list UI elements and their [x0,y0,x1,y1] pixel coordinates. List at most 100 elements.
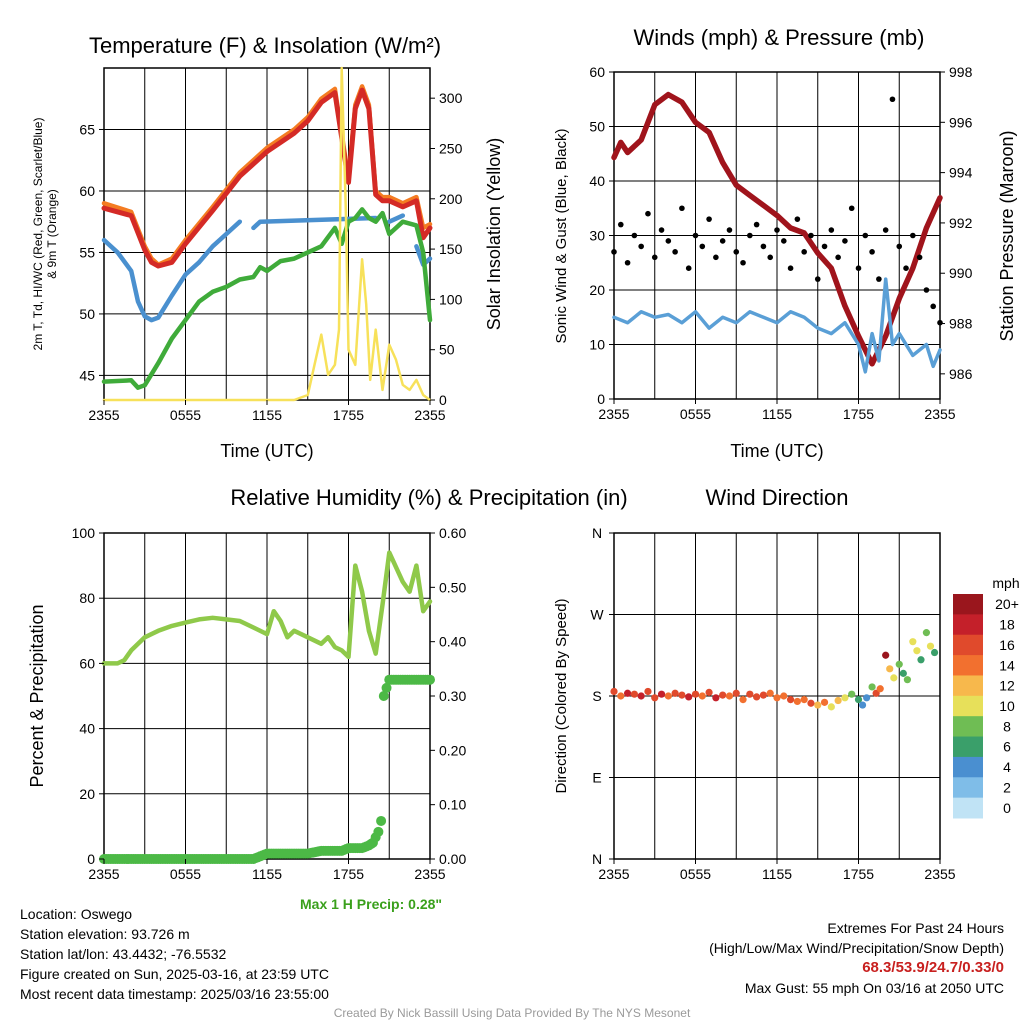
temp-panel-ytick-label: 60 [79,183,95,199]
temp-panel-xtick-label: 0555 [170,407,201,423]
legend-label: 20+ [995,596,1019,612]
legend-swatch [953,634,983,656]
dir-panel-xtick-label: 2355 [598,866,629,882]
gust-point [787,265,794,272]
direction-point [848,690,856,698]
wind-panel-y2tick-label: 990 [949,265,973,281]
rh-panel-ytick-label: 60 [79,655,95,671]
gust-point [848,205,855,212]
direction-point [858,701,867,709]
rh-panel-y2tick-label: 0.20 [439,742,466,758]
direction-point [834,696,842,705]
wind-panel-y2tick-label: 986 [949,366,973,382]
wind-panel-xtick-label: 2355 [924,406,955,422]
precip-point [378,691,389,701]
precip-point [425,674,435,685]
gust-point [679,205,685,212]
gust-point [672,249,678,255]
temp-panel-ytick-label: 45 [79,367,95,383]
direction-point [671,689,679,697]
rh-panel-ytick-label: 100 [72,525,96,541]
dir-panel-ytick-label: S [592,688,601,704]
gust-point [617,221,624,228]
temp-panel-ytick-label: 55 [79,244,95,260]
rh-panel-y2tick-label: 0.50 [439,579,466,595]
gust-point [780,238,787,244]
gust-point [611,249,617,255]
direction-point [678,691,686,699]
direction-point [651,694,659,702]
gust-point [889,96,896,103]
temp-panel-y2tick-label: 250 [439,140,463,156]
direction-point [719,691,727,699]
wind-panel-ytick-label: 50 [589,119,605,135]
gust-point [801,249,807,255]
gust-point [835,254,841,261]
direction-point [909,638,917,646]
direction-point [899,669,907,677]
wind-panel-xlabel: Time (UTC) [730,441,823,461]
gust-point [713,254,719,261]
gust-point [760,243,767,250]
direction-point [766,689,774,697]
rh-panel-ytick-label: 40 [79,721,95,737]
temp-panel-y2tick-label: 300 [439,90,463,106]
temp-panel-y2tick-label: 150 [439,241,463,257]
dir-panel-xtick-label: 0555 [680,866,711,882]
gust-point [903,265,909,272]
credit-text: Created By Nick Bassill Using Data Provi… [333,1006,691,1020]
rh-panel-xtick-label: 0555 [170,866,201,882]
direction-point [930,648,939,657]
legend-label: 14 [999,657,1015,673]
direction-point [691,690,700,698]
gust-point [930,303,937,310]
rh-panel-ytick-label: 80 [79,590,95,606]
direction-point [746,690,754,698]
wind-panel-ylabel: Sonic Wind & Gust (Blue, Black) [553,128,570,343]
wind-series-line [612,277,942,374]
gust-point [896,243,903,250]
legend-label: 0 [1003,800,1011,816]
gust-point [821,243,828,250]
wind-panel-xtick-label: 1755 [843,406,874,422]
gust-point [685,265,692,272]
direction-point [786,696,795,704]
gust-point [753,221,760,228]
direction-point [610,687,618,696]
direction-point [903,676,912,684]
gust-point [937,319,943,326]
wind-panel-y2tick-label: 994 [949,165,973,181]
legend-label: 16 [999,637,1015,653]
direction-point [814,701,822,709]
rh-panel-y2tick-label: 0.40 [439,634,466,650]
temp-panel-xtick-label: 2355 [88,407,119,423]
dir-panel-ytick-label: N [592,525,602,541]
legend-swatch [953,716,983,738]
wind-panel-title: Winds (mph) & Pressure (mb) [634,25,925,50]
temp-panel-y2label: Solar Insolation (Yellow) [484,138,504,330]
direction-point [886,665,894,673]
gust-point [699,243,706,250]
max-precip-label: Max 1 H Precip: 0.28" [300,896,443,912]
rh-panel-y2tick-label: 0.30 [439,688,466,704]
gust-point [740,259,746,266]
legend-label: 4 [1003,759,1011,775]
rh-panel-ytick-label: 20 [79,786,95,802]
legend-title: mph [992,575,1019,591]
rh-panel-y2tick-label: 0.00 [439,851,466,867]
gust-point [828,227,835,233]
recent-text: Most recent data timestamp: 2025/03/16 2… [20,986,329,1002]
direction-point [841,694,849,702]
station-info: Location: Oswego Station elevation: 93.7… [20,904,329,1004]
gust-point [808,232,814,239]
wind-panel-xtick-label: 1155 [762,406,792,422]
wind-panel-y2tick-label: 998 [949,64,973,80]
gust-point [733,249,740,255]
direction-point [630,690,638,698]
direction-point [800,696,808,704]
direction-point [926,642,935,650]
direction-point [820,698,829,706]
gust-point [855,265,862,272]
gust-point [862,232,869,239]
dewpoint-series-line [101,207,433,390]
